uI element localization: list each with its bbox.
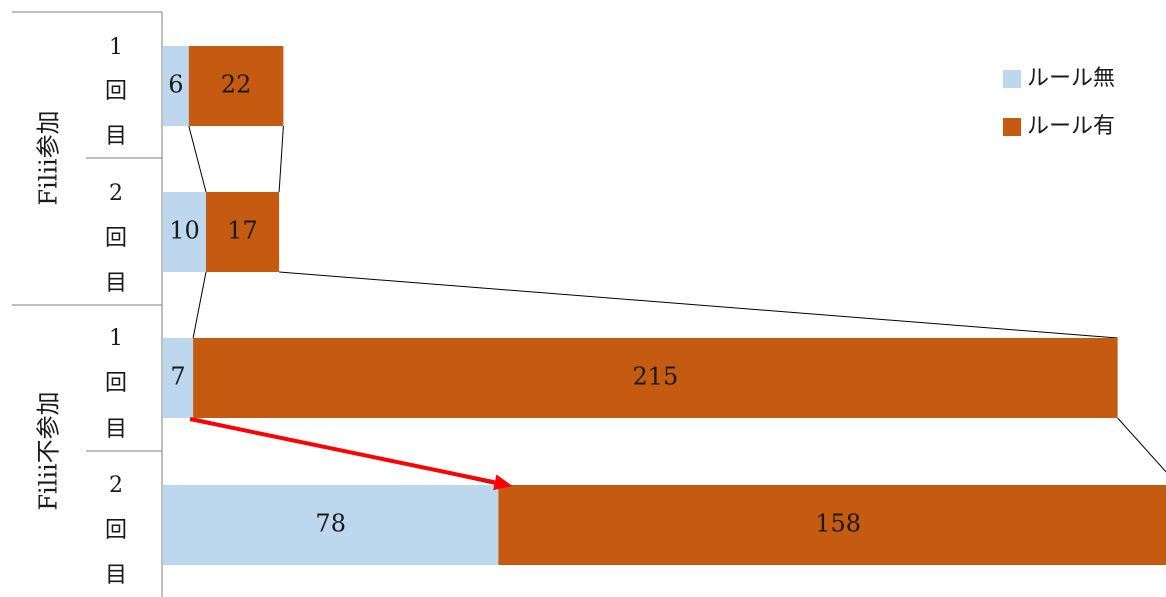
bar-rule-absent-row1 xyxy=(163,46,189,126)
row1-label-number: 1 xyxy=(109,35,123,60)
row3-label-me: 目 xyxy=(105,417,127,442)
row1-label-kai: 回 xyxy=(105,79,127,104)
connector-line-series2-row2 xyxy=(279,271,1118,339)
row3-label-number: 1 xyxy=(109,326,123,351)
group-label-filii-non-participants: Filii不参加 xyxy=(35,391,63,510)
bar-rule-present-row3 xyxy=(193,338,1118,418)
bar-rule-present-row1 xyxy=(188,46,284,126)
arrow-shaft xyxy=(189,417,496,485)
value-label-rule-absent-row4: 78 xyxy=(315,510,346,538)
legend-swatch-rule-present xyxy=(1003,118,1021,136)
connector-line-series1-row2 xyxy=(192,271,207,339)
group-label-filii-participants: Filii参加 xyxy=(35,110,63,205)
value-label-rule-present-row4: 158 xyxy=(815,510,861,538)
value-label-rule-present-row3: 215 xyxy=(632,363,678,391)
value-label-rule-absent-row3: 7 xyxy=(170,363,185,391)
row2-label-kai: 回 xyxy=(105,226,127,251)
bar-rule-present-row4 xyxy=(498,485,1166,565)
row1-label-me: 目 xyxy=(105,124,127,149)
connector-line-series1-row1 xyxy=(188,125,207,193)
change-arrow xyxy=(189,417,513,491)
value-label-rule-present-row2: 17 xyxy=(227,217,258,245)
connector-line-series2-row3 xyxy=(1117,417,1166,473)
row3-label-kai: 回 xyxy=(105,371,127,396)
row4-label-number: 2 xyxy=(109,473,123,498)
value-label-rule-present-row1: 22 xyxy=(221,71,252,99)
row2-label-me: 目 xyxy=(105,271,127,296)
arrow-head xyxy=(493,474,513,491)
series-connector-lines xyxy=(188,125,1166,486)
bar-segments xyxy=(163,46,1166,565)
legend-swatch-rule-absent xyxy=(1003,70,1021,88)
row4-label-me: 目 xyxy=(105,563,127,588)
data-labels: 6 22 10 17 7 215 78 158 xyxy=(168,71,861,538)
bar-rule-absent-row4 xyxy=(163,485,499,565)
value-label-rule-absent-row2: 10 xyxy=(169,217,200,245)
bar-rule-absent-row2 xyxy=(163,192,206,272)
bar-rule-absent-row3 xyxy=(163,338,194,418)
row4-label-kai: 回 xyxy=(105,518,127,543)
legend-label-rule-absent: ルール無 xyxy=(1027,66,1115,91)
legend-label-rule-present: ルール有 xyxy=(1027,114,1115,139)
row2-label-number: 2 xyxy=(109,181,123,206)
connector-line-series2-row1 xyxy=(278,125,284,193)
bar-rule-present-row2 xyxy=(206,192,280,272)
value-label-rule-absent-row1: 6 xyxy=(168,71,183,99)
